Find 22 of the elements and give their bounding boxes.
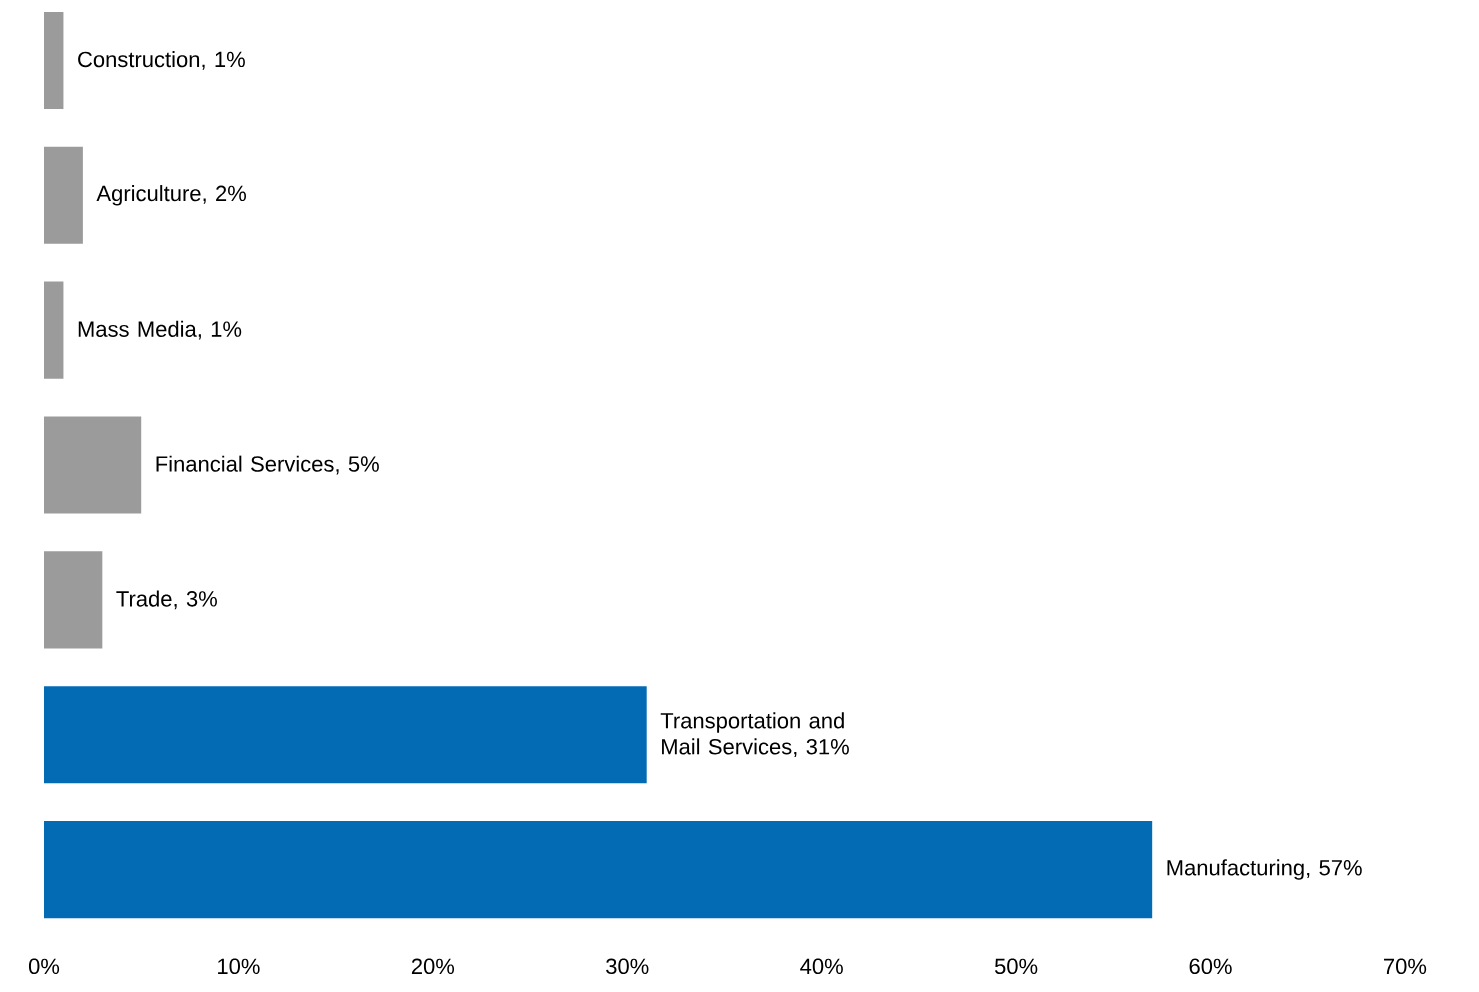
bar (44, 146, 83, 244)
data-label: Financial Services, 5% (156, 455, 379, 475)
data-label: Agriculture, 2% (96, 185, 247, 206)
x-tick-label: 20% (411, 958, 455, 975)
bar (44, 551, 103, 649)
x-tick-label: 30% (606, 958, 649, 975)
x-tick-label: 10% (218, 958, 260, 975)
x-tick-label: 70% (1384, 958, 1427, 975)
x-tick-label: 40% (800, 958, 843, 975)
data-label: Manufacturing, 57% (1167, 859, 1362, 880)
bar (44, 821, 1153, 919)
bar (44, 686, 647, 784)
bar (44, 281, 64, 379)
bar (44, 11, 64, 109)
data-label: Transportation and Mail Services, 31% (660, 712, 849, 758)
data-label: Trade, 3% (116, 590, 217, 610)
bar (44, 416, 142, 514)
x-tick-label: 50% (994, 958, 1038, 975)
data-label: Construction, 1% (78, 51, 245, 70)
x-tick-label: 0% (28, 958, 60, 975)
data-label: Mass Media, 1% (78, 320, 242, 340)
x-tick-label: 60% (1189, 958, 1232, 975)
